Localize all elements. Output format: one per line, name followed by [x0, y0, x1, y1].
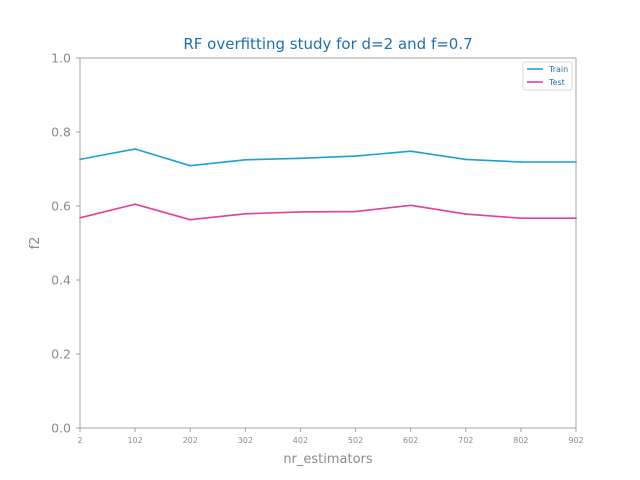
series-line-test	[79, 203, 576, 221]
data-point-train	[134, 148, 136, 150]
plot-frame	[79, 57, 577, 429]
data-point-test	[134, 203, 136, 205]
data-point-train	[409, 150, 412, 153]
x-tick-label: 402	[293, 436, 308, 445]
data-point-test	[575, 217, 577, 220]
y-axis: 0.0 0.2 0.4 0.6 0.8 1.0	[51, 51, 80, 436]
data-point-train	[520, 161, 522, 163]
x-axis-label: nr_estimators	[283, 452, 373, 467]
series-layer	[79, 148, 577, 221]
data-point-test	[520, 217, 522, 220]
y-tick-label: 0.2	[51, 347, 71, 362]
data-point-train	[464, 158, 467, 161]
data-point-train	[244, 158, 247, 161]
x-tick-label: 502	[348, 436, 363, 445]
data-point-test	[464, 213, 467, 215]
data-point-train	[354, 155, 357, 157]
y-axis-label: f2	[28, 237, 43, 250]
x-tick-label: 302	[238, 436, 253, 445]
data-point-test	[299, 211, 302, 213]
data-point-train	[575, 161, 577, 163]
data-point-train	[189, 164, 192, 167]
x-tick-label: 902	[568, 436, 583, 445]
x-tick-label: 702	[458, 436, 473, 445]
data-point-train	[79, 158, 81, 161]
x-tick-label: 2	[77, 436, 82, 445]
y-tick-label: 0.8	[51, 125, 71, 140]
x-tick-label: 202	[183, 436, 198, 445]
x-tick-label: 102	[127, 436, 142, 445]
data-point-test	[244, 212, 247, 215]
x-axis: 2 102 202 302 402 502 602 702 802 902	[77, 428, 584, 445]
y-tick-label: 0.4	[51, 273, 71, 288]
legend-label-train: Train	[548, 65, 568, 74]
series-line-train	[79, 148, 576, 167]
chart-title: RF overfitting study for d=2 and f=0.7	[183, 35, 472, 53]
data-point-test	[409, 204, 412, 207]
legend: Train Test	[522, 61, 573, 91]
y-tick-label: 0.6	[51, 199, 71, 214]
data-point-test	[189, 218, 192, 221]
y-tick-label: 1.0	[51, 51, 71, 66]
x-tick-label: 802	[513, 436, 528, 445]
legend-label-test: Test	[548, 78, 565, 87]
x-tick-label: 602	[403, 436, 418, 445]
data-point-test	[79, 217, 81, 219]
data-point-train	[299, 157, 302, 160]
data-point-test	[354, 210, 357, 213]
y-tick-label: 0.0	[51, 421, 71, 436]
